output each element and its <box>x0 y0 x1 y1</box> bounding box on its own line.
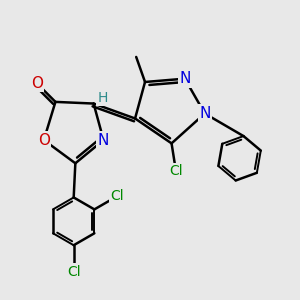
Text: Cl: Cl <box>67 265 80 279</box>
Text: O: O <box>31 76 43 91</box>
Text: N: N <box>98 133 109 148</box>
Text: Cl: Cl <box>169 164 183 178</box>
Text: H: H <box>98 91 108 105</box>
Text: O: O <box>38 133 50 148</box>
Text: Cl: Cl <box>111 189 124 203</box>
Text: N: N <box>199 106 210 121</box>
Text: N: N <box>179 71 190 86</box>
